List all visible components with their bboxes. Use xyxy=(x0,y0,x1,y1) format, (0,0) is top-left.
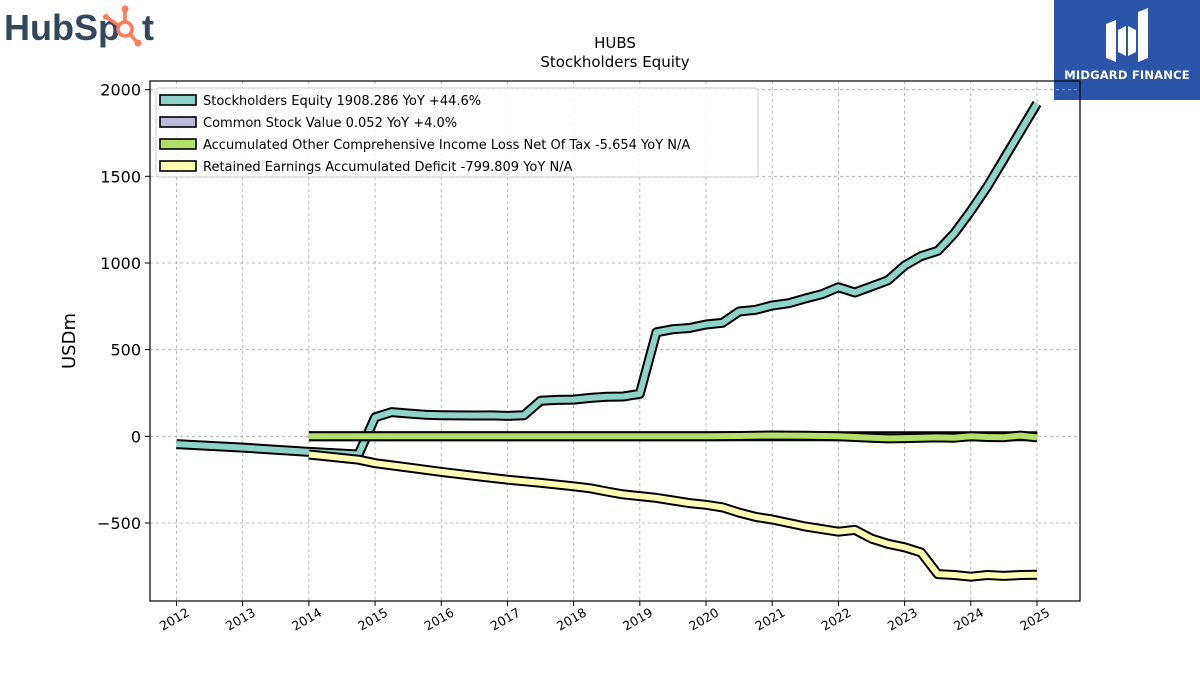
midgard-emblem-icon xyxy=(1106,8,1148,62)
y-tick-label: 500 xyxy=(110,341,141,360)
y-tick-label: 0 xyxy=(131,427,141,446)
hubspot-logo-text-part1: HubSp xyxy=(4,7,120,48)
y-tick-label: 1500 xyxy=(100,167,141,186)
x-tick-label: 2023 xyxy=(885,605,920,634)
series-line xyxy=(176,101,1040,458)
hubspot-logo: HubSp t xyxy=(4,5,154,48)
x-tick-label: 2019 xyxy=(620,605,655,634)
y-tick-label: 2000 xyxy=(100,81,141,100)
legend-label: Accumulated Other Comprehensive Income L… xyxy=(203,138,690,153)
legend-swatch xyxy=(159,94,197,106)
plot-frame xyxy=(149,80,1081,602)
chart-title: HUBS xyxy=(594,34,636,52)
chart-series-layer xyxy=(176,100,1042,582)
x-tick-label: 2017 xyxy=(488,605,523,634)
y-tick-label: 1000 xyxy=(100,254,141,273)
legend-swatch xyxy=(159,116,197,128)
x-tick-label: 2025 xyxy=(1017,605,1052,634)
series-0 xyxy=(176,100,1042,460)
x-tick-label: 2024 xyxy=(951,605,986,634)
chart-subtitle: Stockholders Equity xyxy=(540,53,689,71)
midgard-finance-logo: MIDGARD FINANCE xyxy=(1054,0,1200,100)
series-line xyxy=(308,432,1038,442)
legend-box xyxy=(155,87,759,178)
x-tick-label: 2014 xyxy=(289,605,324,634)
series-2 xyxy=(308,430,1038,444)
sprocket-icon xyxy=(106,11,138,43)
legend-swatch xyxy=(159,160,197,172)
x-tick-label: 2020 xyxy=(686,605,721,634)
x-tick-label: 2018 xyxy=(554,605,589,634)
series-3 xyxy=(308,449,1038,582)
x-tick-label: 2015 xyxy=(355,605,390,634)
series-line xyxy=(308,451,1038,580)
x-tick-label: 2016 xyxy=(421,605,456,634)
y-axis-label: USDm xyxy=(59,313,80,369)
legend-swatch xyxy=(159,138,197,150)
y-tick-label: −500 xyxy=(97,514,141,533)
x-tick-label: 2021 xyxy=(752,605,787,634)
hubspot-logo-text-part2: t xyxy=(142,7,154,48)
x-tick-label: 2012 xyxy=(157,605,192,634)
midgard-finance-logo-text: MIDGARD FINANCE xyxy=(1064,68,1190,82)
legend-label: Stockholders Equity 1908.286 YoY +44.6% xyxy=(203,94,481,109)
legend: Stockholders Equity 1908.286 YoY +44.6% C… xyxy=(155,87,759,178)
legend-label: Common Stock Value 0.052 YoY +4.0% xyxy=(203,116,457,131)
x-tick-label: 2022 xyxy=(819,605,854,634)
x-tick-label: 2013 xyxy=(223,605,258,634)
legend-label: Retained Earnings Accumulated Deficit -7… xyxy=(203,160,573,175)
